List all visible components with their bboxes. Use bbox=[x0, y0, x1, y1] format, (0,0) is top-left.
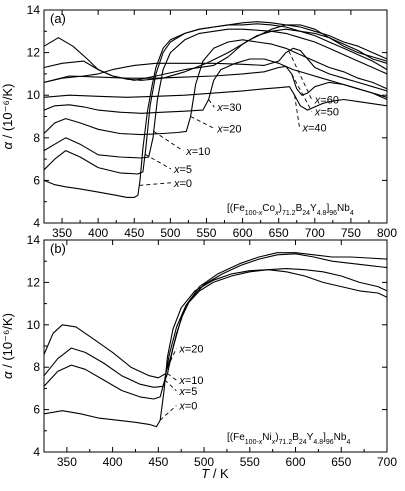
x-tick-label: 650 bbox=[269, 226, 289, 240]
series-line-x-80 bbox=[43, 24, 388, 81]
x-axis-label-text: T / K bbox=[201, 466, 229, 481]
x-tick-label: 700 bbox=[377, 455, 397, 469]
series-line-x-60 bbox=[43, 47, 388, 92]
series-line-x-50 bbox=[43, 65, 388, 101]
series-line-x-30 bbox=[43, 58, 388, 114]
y-tick-label: 10 bbox=[27, 88, 41, 102]
x-tick-label: 500 bbox=[160, 226, 180, 240]
formula-label: [(Fe100-xCox)71.2B24Y4.8]96Nb4 bbox=[227, 203, 354, 217]
annotation-label: x=10 bbox=[185, 146, 210, 158]
x-tick-label: 600 bbox=[286, 455, 306, 469]
annotation-leader bbox=[139, 182, 172, 186]
annotation-leader bbox=[294, 95, 300, 128]
series-line-x-0 bbox=[43, 21, 388, 198]
x-tick-label: 750 bbox=[341, 226, 361, 240]
x-tick-label: 550 bbox=[240, 455, 260, 469]
annotation-leader bbox=[159, 405, 177, 421]
annotation-leader bbox=[164, 379, 177, 392]
x-tick-label: 550 bbox=[196, 226, 216, 240]
annotation-label: x=5 bbox=[178, 386, 197, 398]
y-tick-label: 8 bbox=[33, 360, 40, 374]
x-tick-label: 350 bbox=[52, 226, 72, 240]
annotation-label: x=20 bbox=[216, 123, 241, 135]
y-tick-label: 8 bbox=[33, 131, 40, 145]
annotation-leader bbox=[288, 50, 313, 100]
x-tick-label: 650 bbox=[331, 455, 351, 469]
y-tick-label: 6 bbox=[33, 403, 40, 417]
y-axis-label: α / (10⁻⁶/K) bbox=[0, 313, 15, 379]
panel-b: 350 400 450 500 550 600 650 700 4 6 8 10 12 14 α / (10… bbox=[0, 233, 397, 469]
x-tick-label: 350 bbox=[57, 455, 77, 469]
annotation-leader bbox=[190, 116, 215, 129]
series-line-x-20 bbox=[43, 252, 388, 379]
x-tick-label: 600 bbox=[233, 226, 253, 240]
y-tick-label: 12 bbox=[27, 46, 41, 60]
annotation-leader bbox=[144, 153, 172, 170]
annotation-leader bbox=[153, 131, 184, 152]
series-line-x-5 bbox=[43, 23, 388, 175]
x-tick-label: 700 bbox=[305, 226, 325, 240]
y-axis-label: α / (10⁻⁶/K) bbox=[0, 84, 15, 150]
annotation-label: x=60 bbox=[314, 95, 339, 107]
formula-label: [(Fe100-xNix)71.2B24Y4.8]96Nb4 bbox=[227, 432, 350, 446]
annotation-label: x=10 bbox=[178, 375, 203, 387]
x-tick-label: 450 bbox=[148, 455, 168, 469]
y-tick-label: 14 bbox=[27, 233, 41, 247]
annotation-label: x=0 bbox=[173, 178, 192, 190]
panel-label: (a) bbox=[50, 11, 66, 26]
y-tick-label: 6 bbox=[33, 173, 40, 187]
y-tick-label: 4 bbox=[33, 216, 40, 230]
series-line-x-10 bbox=[43, 28, 388, 159]
plot-frame bbox=[43, 239, 388, 453]
x-tick-label: 500 bbox=[194, 455, 214, 469]
annotation-label: x=5 bbox=[173, 164, 192, 176]
x-tick-label: 400 bbox=[103, 455, 123, 469]
series-line-x-5 bbox=[43, 269, 388, 400]
annotation-leader bbox=[291, 73, 313, 112]
annotation-leader bbox=[167, 348, 177, 368]
series-line-x-10 bbox=[43, 253, 388, 388]
series-line-x-20 bbox=[43, 39, 388, 136]
series-line-x-40 bbox=[43, 86, 388, 111]
x-tick-label: 450 bbox=[124, 226, 144, 240]
x-axis-label: T / K bbox=[201, 466, 229, 481]
annotation-label: x=0 bbox=[178, 401, 197, 413]
series-line-x-70 bbox=[43, 28, 388, 81]
annotation-label: x=20 bbox=[178, 343, 203, 355]
annotation-label: x=40 bbox=[302, 122, 327, 134]
annotation-label: x=30 bbox=[216, 102, 241, 114]
annotation-leader bbox=[167, 373, 177, 381]
y-tick-label: 4 bbox=[33, 445, 40, 459]
y-tick-label: 14 bbox=[27, 3, 41, 17]
panel-a: 350 400 450 500 550 600 650 700 750 800 4 6 8 10 12 14 α… bbox=[0, 3, 397, 240]
annotation-leader bbox=[208, 99, 215, 108]
y-tick-label: 10 bbox=[27, 318, 41, 332]
annotation-label: x=50 bbox=[314, 106, 339, 118]
series-line-x-0 bbox=[43, 268, 388, 428]
y-tick-label: 12 bbox=[27, 275, 41, 289]
x-tick-label: 400 bbox=[88, 226, 108, 240]
panel-label: (b) bbox=[50, 241, 66, 256]
x-tick-label: 800 bbox=[377, 226, 397, 240]
